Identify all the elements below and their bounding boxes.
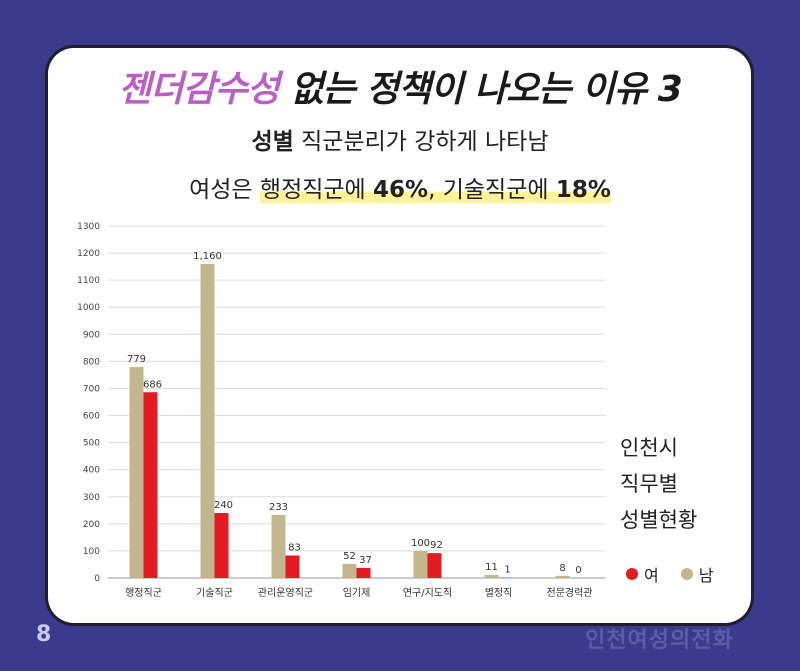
page-title: 젠더감수성 없는 정책이 나오는 이유 3 — [0, 60, 800, 112]
subtitle-line-2: 여성은 행정직군에 46%, 기술직군에 18% — [0, 170, 800, 204]
subtitle-prefix: 여성은 — [189, 177, 260, 203]
legend-male-dot — [680, 568, 693, 580]
data-label-female: 0 — [575, 565, 581, 576]
data-label-female: 1 — [504, 565, 510, 576]
bar-female — [356, 567, 371, 578]
content-card — [48, 48, 751, 623]
chart-side-label: 인천시 직무별 성별현황 — [620, 430, 697, 538]
y-tick-label: 1000 — [77, 303, 100, 313]
page-number: 8 — [36, 622, 52, 647]
data-label-male: 233 — [269, 502, 288, 513]
data-label-male: 779 — [127, 354, 146, 365]
bar-male — [413, 550, 428, 578]
brand-logo-text: 인천여성의전화 — [585, 628, 734, 653]
x-tick-label: 관리운영직군 — [258, 587, 313, 599]
data-label-female: 92 — [430, 540, 443, 551]
y-tick-label: 600 — [83, 412, 100, 422]
bar-male — [484, 575, 499, 578]
bar-female — [214, 513, 229, 578]
subtitle-bold: 성별 — [251, 129, 294, 155]
y-tick-label: 1200 — [77, 249, 100, 259]
x-tick-label: 전문경력관 — [547, 586, 593, 599]
y-tick-label: 700 — [83, 384, 100, 394]
data-label-male: 100 — [411, 538, 430, 549]
data-label-female: 83 — [288, 543, 301, 554]
bar-female — [143, 392, 158, 578]
bar-male — [555, 575, 570, 578]
y-tick-label: 300 — [83, 493, 100, 503]
highlight-text-a: 행정직군에 — [259, 177, 374, 203]
x-tick-label: 연구/지도직 — [403, 587, 452, 599]
bar-male — [129, 367, 144, 578]
y-tick-label: 200 — [83, 520, 100, 530]
data-label-male: 8 — [559, 563, 565, 574]
side-label-line-3: 성별현황 — [620, 508, 698, 532]
y-tick-label: 900 — [83, 330, 100, 340]
y-tick-label: 800 — [83, 357, 100, 367]
y-tick-label: 1100 — [77, 276, 100, 286]
subtitle-line-1: 성별 직군분리가 강하게 나타남 — [0, 122, 800, 156]
y-tick-label: 400 — [83, 466, 100, 476]
x-tick-label: 별정직 — [485, 587, 513, 599]
x-tick-label: 임기제 — [343, 586, 371, 599]
bar-female — [285, 555, 300, 578]
highlight-value-a: 46% — [373, 177, 429, 203]
x-tick-label: 기술직군 — [196, 587, 233, 599]
chart-legend: 여 남 — [626, 562, 713, 586]
data-label-female: 37 — [359, 555, 372, 566]
title-rest: 없는 정책이 나오는 이유 3 — [290, 69, 682, 110]
highlight-sep: , 기술직군에 — [428, 177, 556, 203]
subtitle-highlight: 행정직군에 46%, 기술직군에 18% — [259, 177, 611, 203]
bar-male — [271, 514, 286, 578]
title-accent: 젠더감수성 — [118, 69, 280, 110]
data-label-male: 11 — [485, 562, 498, 573]
x-tick-label: 행정직군 — [125, 587, 162, 599]
bar-male — [200, 263, 215, 578]
side-label-line-1: 인천시 — [620, 436, 678, 460]
side-label-line-2: 직무별 — [620, 472, 678, 496]
data-label-male: 1,160 — [193, 251, 222, 262]
bar-female — [427, 553, 442, 578]
y-tick-label: 1300 — [77, 222, 100, 232]
highlight-value-b: 18% — [555, 177, 611, 203]
y-tick-label: 0 — [94, 574, 100, 584]
bar-male — [342, 563, 357, 578]
data-label-female: 686 — [143, 379, 162, 390]
legend-female-label: 여 — [644, 566, 659, 585]
y-tick-label: 100 — [83, 547, 100, 557]
legend-female-dot — [626, 568, 638, 580]
data-label-female: 240 — [214, 500, 233, 511]
data-label-male: 52 — [343, 551, 356, 562]
y-tick-label: 500 — [83, 439, 100, 449]
legend-male-label: 남 — [698, 566, 714, 585]
subtitle-rest: 직군분리가 강하게 나타남 — [301, 129, 549, 155]
